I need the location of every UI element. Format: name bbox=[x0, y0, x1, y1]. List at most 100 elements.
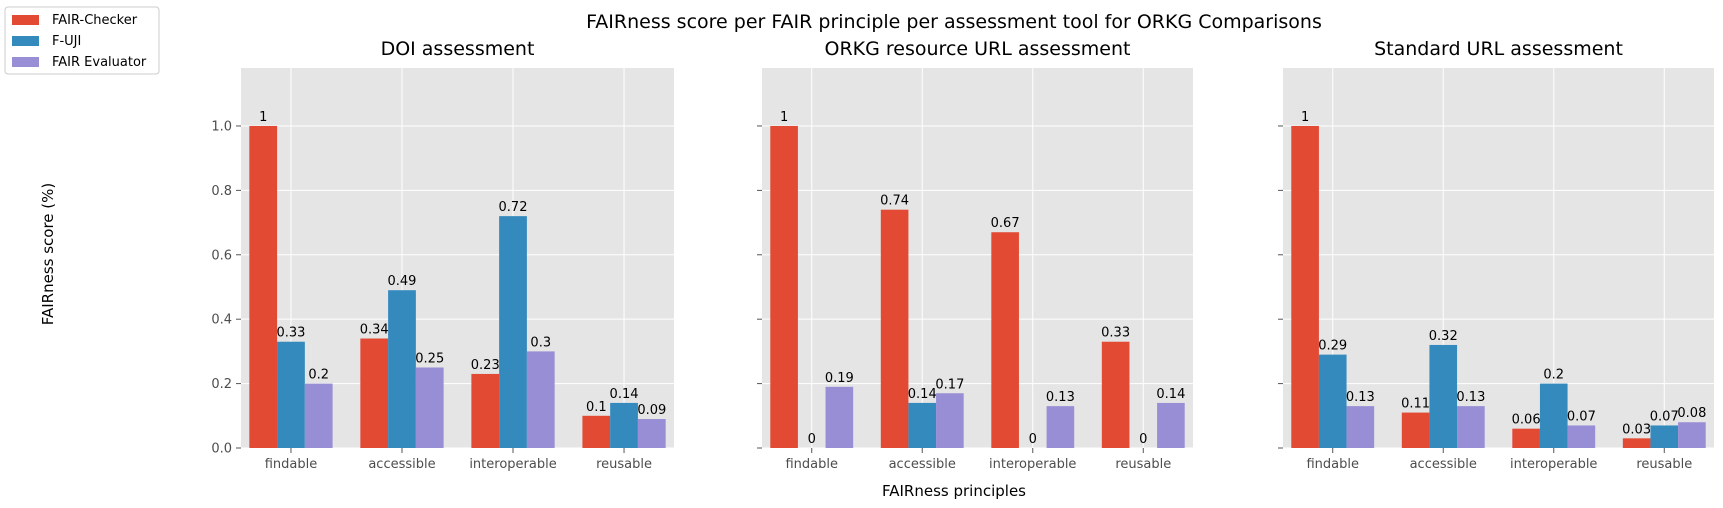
x-tick-label: findable bbox=[785, 457, 838, 472]
legend-label: FAIR Evaluator bbox=[52, 55, 147, 70]
legend-swatch bbox=[12, 15, 39, 25]
bar-value-label: 0.17 bbox=[935, 377, 964, 392]
bar bbox=[880, 209, 909, 448]
x-axis-label: FAIRness principles bbox=[882, 482, 1026, 500]
bar bbox=[1622, 438, 1651, 448]
bar-value-label: 0.2 bbox=[308, 368, 329, 383]
bar bbox=[582, 415, 611, 448]
bar bbox=[1157, 402, 1185, 448]
bar bbox=[1346, 406, 1375, 448]
panel-title: Standard URL assessment bbox=[1374, 38, 1623, 60]
bar-value-label: 0 bbox=[808, 432, 816, 447]
panel-2: ORKG resource URL assessment findable acce… bbox=[757, 38, 1193, 472]
bar bbox=[526, 351, 555, 448]
bar-value-label: 0.3 bbox=[530, 335, 551, 350]
bar-value-label: 0.13 bbox=[1346, 390, 1375, 405]
panel-title: DOI assessment bbox=[381, 38, 535, 60]
x-tick-label: interoperable bbox=[989, 457, 1076, 472]
y-axis-label: FAIRness score (%) bbox=[39, 183, 57, 326]
bar bbox=[360, 338, 389, 448]
bar bbox=[415, 367, 444, 448]
bar-value-label: 0.14 bbox=[908, 387, 937, 402]
bar-value-label: 0.14 bbox=[1156, 387, 1185, 402]
bar-value-label: 0.34 bbox=[360, 323, 389, 338]
bar bbox=[499, 216, 527, 448]
bar-value-label: 0.09 bbox=[637, 403, 666, 418]
bar-value-label: 0.33 bbox=[276, 326, 305, 341]
bar bbox=[991, 232, 1019, 448]
x-tick-label: interoperable bbox=[1510, 457, 1597, 472]
legend-label: FAIR-Checker bbox=[52, 13, 138, 28]
bar-value-label: 0.49 bbox=[388, 274, 417, 289]
bar-value-label: 0.07 bbox=[1567, 409, 1596, 424]
bar-value-label: 0.14 bbox=[610, 387, 639, 402]
y-tick-label: 1.0 bbox=[211, 119, 232, 134]
bar bbox=[388, 290, 416, 448]
bar bbox=[610, 402, 638, 448]
bar bbox=[908, 402, 937, 448]
bar bbox=[249, 125, 278, 449]
bar-value-label: 1 bbox=[1301, 110, 1309, 125]
x-tick-label: accessible bbox=[889, 457, 956, 472]
bar-value-label: 0.23 bbox=[471, 358, 500, 373]
x-tick-label: findable bbox=[1306, 457, 1359, 472]
bar-value-label: 0.29 bbox=[1318, 339, 1347, 354]
legend-swatch bbox=[12, 57, 39, 67]
y-tick-label: 0.8 bbox=[211, 184, 232, 199]
bar bbox=[304, 383, 333, 448]
x-tick-label: accessible bbox=[368, 457, 435, 472]
bar bbox=[1512, 428, 1540, 448]
bar-value-label: 0.67 bbox=[991, 216, 1020, 231]
bar bbox=[1539, 383, 1568, 448]
bar bbox=[1650, 425, 1679, 448]
legend-frame bbox=[4, 6, 160, 75]
bar-value-label: 0 bbox=[1029, 432, 1037, 447]
bar-value-label: 0.19 bbox=[825, 371, 854, 386]
y-tick-label: 0.0 bbox=[211, 442, 232, 457]
legend-label: F-UJI bbox=[52, 34, 81, 49]
y-tick-label: 0.4 bbox=[211, 313, 232, 328]
x-tick-label: reusable bbox=[596, 457, 652, 472]
bar bbox=[637, 419, 666, 448]
bar-value-label: 0.72 bbox=[499, 200, 528, 215]
bar bbox=[1101, 341, 1130, 448]
bar bbox=[1291, 125, 1319, 449]
bar-value-label: 0.74 bbox=[880, 194, 909, 209]
bar-value-label: 0.32 bbox=[1429, 329, 1458, 344]
bar bbox=[1678, 422, 1706, 448]
bar bbox=[825, 386, 854, 448]
bar bbox=[1457, 406, 1485, 448]
figure-title: FAIRness score per FAIR principle per as… bbox=[586, 11, 1322, 33]
bar-value-label: 1 bbox=[780, 110, 788, 125]
x-tick-label: interoperable bbox=[469, 457, 556, 472]
bar-value-label: 0.25 bbox=[415, 351, 444, 366]
legend-swatch bbox=[12, 36, 39, 46]
bar bbox=[1318, 354, 1347, 448]
bar bbox=[936, 393, 964, 448]
bar-value-label: 0 bbox=[1139, 432, 1147, 447]
panel-title: ORKG resource URL assessment bbox=[825, 38, 1131, 60]
bar bbox=[1046, 406, 1075, 448]
bar-value-label: 0.11 bbox=[1401, 397, 1430, 412]
bar-value-label: 0.2 bbox=[1543, 368, 1564, 383]
bar bbox=[277, 341, 305, 448]
bar bbox=[1567, 425, 1596, 448]
bar-value-label: 0.33 bbox=[1101, 326, 1130, 341]
bar bbox=[770, 125, 798, 449]
y-tick-label: 0.6 bbox=[211, 248, 232, 263]
y-tick-label: 0.2 bbox=[211, 377, 232, 392]
panel-3: Standard URL assessment findable accessibl… bbox=[1278, 38, 1714, 472]
bar-value-label: 0.07 bbox=[1650, 409, 1679, 424]
bar bbox=[1401, 412, 1430, 448]
x-tick-label: reusable bbox=[1636, 457, 1692, 472]
panel-1: DOI assessment 0.0 0.2 0.4 0.6 0.8 1.0 findable… bbox=[211, 38, 674, 472]
bar-value-label: 1 bbox=[259, 110, 267, 125]
bar-value-label: 0.03 bbox=[1622, 422, 1651, 437]
legend: FAIR-Checker F-UJI FAIR Evaluator bbox=[4, 6, 160, 75]
bar bbox=[471, 373, 500, 448]
x-tick-label: findable bbox=[265, 457, 318, 472]
bar-value-label: 0.13 bbox=[1456, 390, 1485, 405]
bar-value-label: 0.1 bbox=[586, 400, 607, 415]
x-tick-label: accessible bbox=[1410, 457, 1477, 472]
